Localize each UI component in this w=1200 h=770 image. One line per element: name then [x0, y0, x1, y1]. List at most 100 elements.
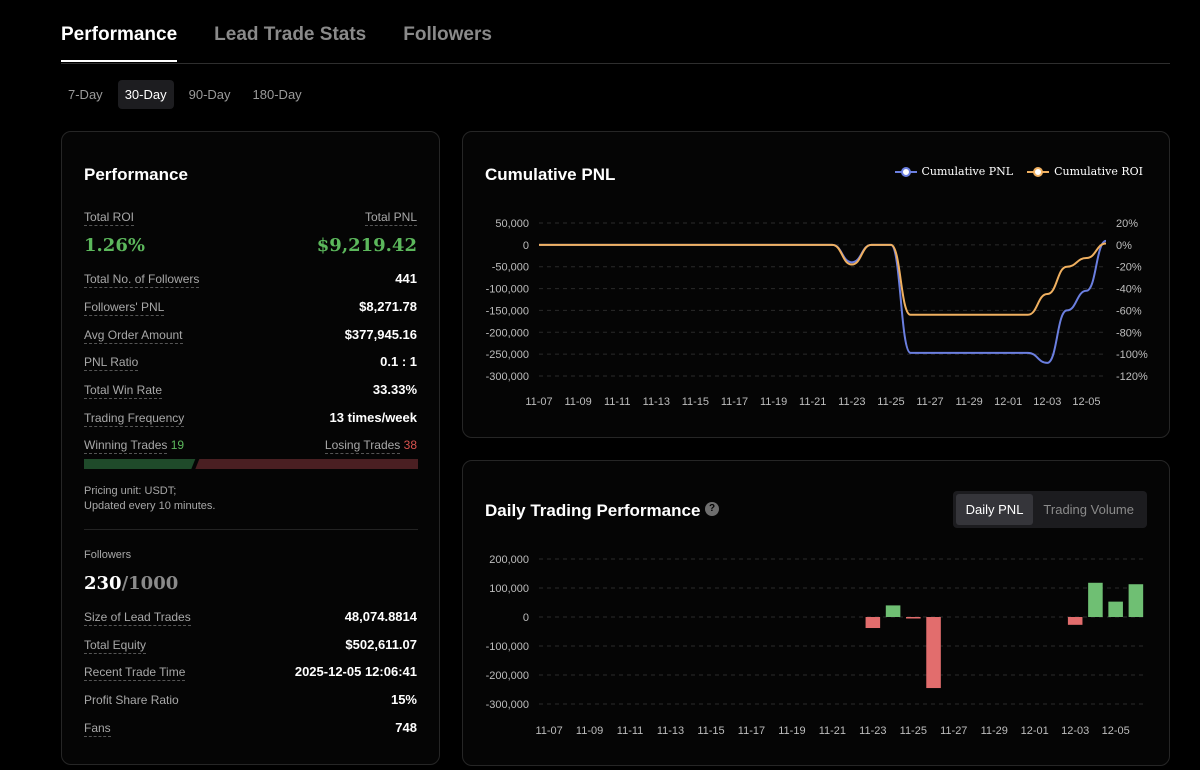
x-tick-label: 11-09 — [564, 396, 591, 408]
x-tick-label: 12-03 — [1061, 725, 1089, 737]
stat-label[interactable]: PNL Ratio — [84, 355, 139, 371]
loss-bar-segment — [195, 459, 418, 469]
y-left-tick-label: -300,000 — [486, 371, 529, 383]
y-left-tick-label: 50,000 — [495, 218, 529, 230]
period-90-day[interactable]: 90-Day — [188, 87, 231, 102]
legend-roi-label: Cumulative ROI — [1054, 165, 1143, 178]
stat-value: 15% — [390, 692, 417, 707]
stat-row-avg-order: Avg Order Amount $377,945.16 — [84, 327, 417, 344]
tabs-divider — [61, 63, 1170, 64]
x-tick-label: 11-17 — [721, 396, 748, 408]
stat-label[interactable]: Followers' PNL — [84, 300, 165, 316]
stat-row-recent-trade-time: Recent Trade Time 2025-12-05 12:06:41 — [84, 664, 417, 681]
x-tick-label: 11-07 — [535, 725, 562, 737]
stat-label[interactable]: Avg Order Amount — [84, 328, 183, 344]
losing-trades-count: 38 — [403, 438, 417, 452]
stat-label[interactable]: Recent Trade Time — [84, 665, 186, 681]
performance-card: Performance Total ROI Total PNL 1.26% $9… — [61, 131, 440, 765]
stat-value: 748 — [395, 720, 417, 735]
x-tick-label: 11-11 — [617, 725, 644, 737]
total-roi-label[interactable]: Total ROI — [84, 210, 135, 226]
legend-cumulative-pnl[interactable]: Cumulative PNL — [894, 165, 1014, 178]
x-tick-label: 12-05 — [1102, 725, 1130, 737]
stat-row-frequency: Trading Frequency 13 times/week — [84, 410, 417, 427]
chart-legend: Cumulative PNL Cumulative ROI — [894, 165, 1143, 178]
y-left-tick-label: -250,000 — [486, 349, 529, 361]
roi-pnl-labels: Total ROI Total PNL — [84, 210, 417, 226]
pricing-note-line1: Pricing unit: USDT; — [84, 485, 177, 497]
followers-max: /1000 — [121, 573, 179, 594]
x-tick-label: 11-13 — [643, 396, 670, 408]
total-pnl-label[interactable]: Total PNL — [364, 210, 417, 226]
legend-pnl-label: Cumulative PNL — [921, 165, 1014, 178]
tab-followers[interactable]: Followers — [403, 24, 492, 45]
x-tick-label: 12-01 — [1021, 725, 1049, 737]
main-tabs: Performance Lead Trade Stats Followers — [61, 24, 492, 62]
stat-row-followers-pnl: Followers' PNL $8,271.78 — [84, 299, 417, 316]
winning-trades: Winning Trades 19 — [84, 438, 185, 454]
tab-lead-trade-stats[interactable]: Lead Trade Stats — [214, 24, 367, 45]
y-tick-label: -300,000 — [486, 699, 529, 711]
x-tick-label: 11-19 — [778, 725, 805, 737]
stat-label[interactable]: Size of Lead Trades — [84, 610, 191, 626]
stat-row-win-rate: Total Win Rate 33.33% — [84, 382, 417, 399]
stat-value: $8,271.78 — [359, 299, 417, 314]
winning-trades-count: 19 — [170, 438, 185, 452]
question-circle-icon[interactable]: ? — [705, 502, 719, 516]
stat-label[interactable]: Trading Frequency — [84, 411, 185, 427]
cumulative-pnl-line — [539, 239, 1107, 364]
legend-cumulative-roi[interactable]: Cumulative ROI — [1027, 165, 1143, 178]
period-selector: 7-Day 30-Day 90-Day 180-Day — [61, 80, 309, 109]
toggle-daily-pnl[interactable]: Daily PNL — [955, 494, 1034, 525]
pricing-note: Pricing unit: USDT; Updated every 10 min… — [84, 484, 215, 514]
y-right-tick-label: -100% — [1116, 349, 1148, 361]
cumulative-pnl-chart: 50,000 0 -50,000 -100,000 -150,000 -200,000 -2… — [486, 218, 1148, 408]
legend-pnl-marker — [894, 166, 917, 177]
y-left-tick-label: 0 — [523, 240, 529, 252]
toggle-trading-volume[interactable]: Trading Volume — [1043, 502, 1134, 517]
cumulative-pnl-title: Cumulative PNL — [485, 165, 616, 184]
roi-pnl-values: 1.26% $9,219.42 — [84, 235, 417, 256]
followers-count: 230/1000 — [84, 573, 178, 594]
winning-trades-label[interactable]: Winning Trades — [84, 438, 168, 454]
x-tick-label: 11-29 — [981, 725, 1008, 737]
stat-label: Profit Share Ratio — [84, 693, 179, 707]
daily-pnl-chart: 200,000 100,000 0 -100,000 -200,000 -300,000 1… — [486, 554, 1146, 737]
daily-pnl-bar — [1067, 617, 1083, 625]
stat-value: 48,074.8814 — [344, 609, 417, 624]
win-bar-segment — [84, 459, 196, 469]
x-tick-label: 11-25 — [877, 396, 904, 408]
daily-pnl-bar — [926, 617, 941, 689]
stat-value: $377,945.16 — [344, 327, 417, 342]
y-tick-label: 200,000 — [489, 554, 529, 566]
stat-row-followers: Total No. of Followers 441 — [84, 271, 417, 288]
losing-trades-label[interactable]: Losing Trades — [324, 438, 401, 454]
y-left-tick-label: -200,000 — [486, 327, 529, 339]
section-divider — [84, 529, 418, 530]
stat-value: $502,611.07 — [345, 637, 417, 652]
period-7-day[interactable]: 7-Day — [68, 87, 103, 102]
x-tick-label: 12-05 — [1072, 396, 1100, 408]
stat-label[interactable]: Total Equity — [84, 638, 147, 654]
y-right-tick-label: -120% — [1116, 371, 1148, 383]
stat-row-pnl-ratio: PNL Ratio 0.1 : 1 — [84, 354, 417, 371]
y-left-tick-label: -100,000 — [486, 284, 529, 296]
stat-label[interactable]: Fans — [84, 721, 111, 737]
y-tick-label: 100,000 — [489, 583, 529, 595]
x-tick-label: 11-25 — [900, 725, 927, 737]
period-180-day[interactable]: 180-Day — [252, 87, 302, 102]
x-tick-label: 11-17 — [738, 725, 765, 737]
period-30-day[interactable]: 30-Day — [117, 80, 174, 109]
tab-performance[interactable]: Performance — [61, 24, 178, 62]
x-tick-label: 11-15 — [682, 396, 709, 408]
stat-value: 33.33% — [372, 382, 417, 397]
losing-trades: Losing Trades 38 — [324, 438, 417, 454]
x-tick-label: 11-19 — [760, 396, 787, 408]
x-tick-label: 11-23 — [859, 725, 886, 737]
stat-label[interactable]: Total Win Rate — [84, 383, 163, 399]
stat-value: 2025-12-05 12:06:41 — [294, 664, 417, 679]
stat-row-fans: Fans 748 — [84, 720, 417, 737]
daily-trading-title: Daily Trading Performance — [485, 501, 701, 520]
x-tick-label: 11-21 — [799, 396, 826, 408]
stat-label[interactable]: Total No. of Followers — [84, 272, 200, 288]
